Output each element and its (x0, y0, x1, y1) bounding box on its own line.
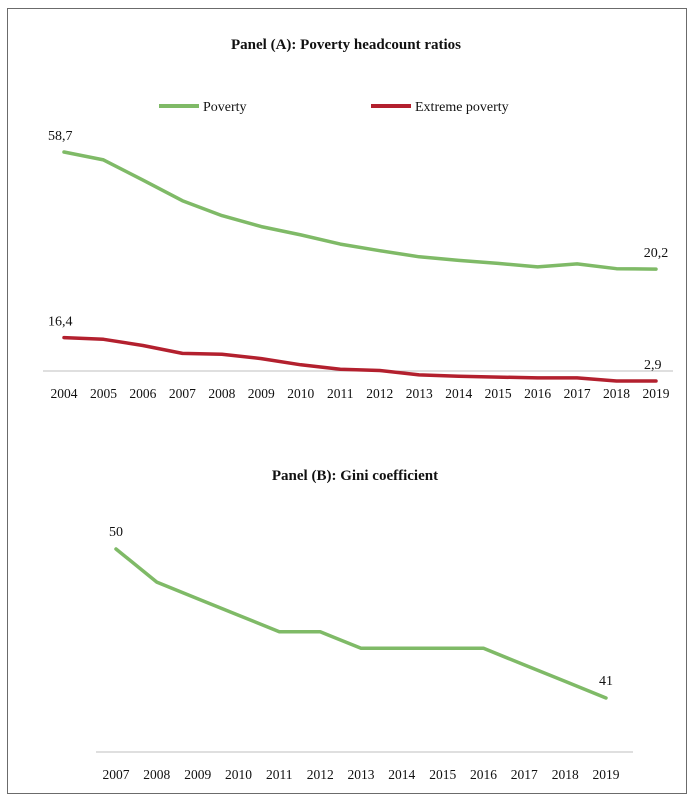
x-tick-label: 2011 (266, 767, 293, 782)
x-tick-label: 2015 (429, 767, 456, 782)
legend: Poverty Extreme poverty (159, 100, 509, 115)
x-tick-label: 2009 (184, 767, 211, 782)
panel-a-data-labels: 58,7 20,2 16,4 2,9 (48, 129, 668, 373)
data-label: 2,9 (644, 358, 662, 373)
x-tick-label: 2005 (90, 386, 117, 401)
x-tick-label: 2014 (445, 386, 472, 401)
x-tick-label: 2016 (470, 767, 497, 782)
legend-label-poverty: Poverty (203, 100, 247, 115)
x-tick-label: 2016 (524, 386, 551, 401)
x-tick-label: 2014 (388, 767, 415, 782)
x-tick-label: 2009 (248, 386, 275, 401)
panel-a-title: Panel (A): Poverty headcount ratios (231, 37, 461, 53)
x-tick-label: 2011 (327, 386, 354, 401)
series-line-gini (114, 547, 608, 700)
x-tick-label: 2010 (225, 767, 252, 782)
x-tick-label: 2018 (603, 386, 630, 401)
x-tick-label: 2004 (51, 386, 78, 401)
x-tick-label: 2015 (485, 386, 512, 401)
panel-b-data-labels: 50 41 (109, 525, 613, 689)
x-tick-label: 2017 (511, 767, 538, 782)
x-tick-label: 2008 (143, 767, 170, 782)
figure-frame: Panel (A): Poverty headcount ratios Pove… (7, 8, 687, 794)
x-tick-label: 2010 (287, 386, 314, 401)
data-label: 50 (109, 525, 123, 540)
x-tick-label: 2007 (103, 767, 130, 782)
x-tick-label: 2018 (552, 767, 579, 782)
legend-label-extreme-poverty: Extreme poverty (415, 100, 509, 115)
panel-a: Panel (A): Poverty headcount ratios Pove… (43, 37, 673, 401)
panel-a-series (62, 150, 658, 383)
panel-b-title: Panel (B): Gini coefficient (272, 468, 438, 484)
series-line-poverty (62, 150, 658, 271)
x-tick-label: 2019 (643, 386, 670, 401)
x-tick-label: 2012 (366, 386, 393, 401)
panel-a-x-ticks: 2004 2005 2006 2007 2008 2009 2010 2011 2012 2013… (51, 386, 670, 401)
figure-canvas: Panel (A): Poverty headcount ratios Pove… (43, 37, 673, 782)
x-tick-label: 2008 (208, 386, 235, 401)
x-tick-label: 2019 (593, 767, 620, 782)
x-tick-label: 2006 (129, 386, 156, 401)
data-label: 20,2 (644, 246, 669, 261)
x-tick-label: 2013 (406, 386, 433, 401)
data-label: 16,4 (48, 315, 73, 330)
x-tick-label: 2012 (307, 767, 334, 782)
data-label: 58,7 (48, 129, 73, 144)
x-tick-label: 2013 (348, 767, 375, 782)
x-tick-label: 2007 (169, 386, 196, 401)
panel-b-x-ticks: 2007 2008 2009 2010 2011 2012 2013 2014 2015 2016… (103, 767, 620, 782)
data-label: 41 (599, 674, 613, 689)
x-tick-label: 2017 (564, 386, 591, 401)
series-line-extreme-poverty (62, 335, 658, 383)
panel-b-series (114, 547, 608, 700)
